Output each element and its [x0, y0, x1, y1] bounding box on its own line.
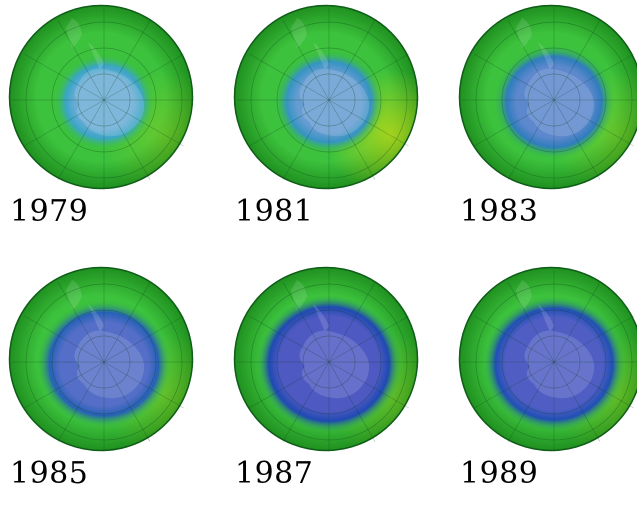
year-label: 1983	[460, 190, 538, 234]
year-label: 1989	[460, 452, 538, 496]
year-label: 1987	[235, 452, 313, 496]
ozone-globe-image	[233, 4, 419, 190]
year-label: 1979	[10, 190, 88, 234]
ozone-globe-image	[8, 266, 194, 452]
year-label: 1981	[235, 190, 313, 234]
ozone-panel-1981: 1981	[233, 4, 423, 244]
year-label: 1985	[10, 452, 88, 496]
ozone-globe-image	[8, 4, 194, 190]
ozone-panel-1985: 1985	[8, 266, 198, 506]
ozone-panel-1979: 1979	[8, 4, 198, 244]
ozone-panel-1983: 1983	[458, 4, 637, 244]
ozone-panel-1987: 1987	[233, 266, 423, 506]
ozone-globe-image	[458, 4, 637, 190]
ozone-panel-1989: 1989	[458, 266, 637, 506]
ozone-globe-image	[458, 266, 637, 452]
ozone-globe-image	[233, 266, 419, 452]
